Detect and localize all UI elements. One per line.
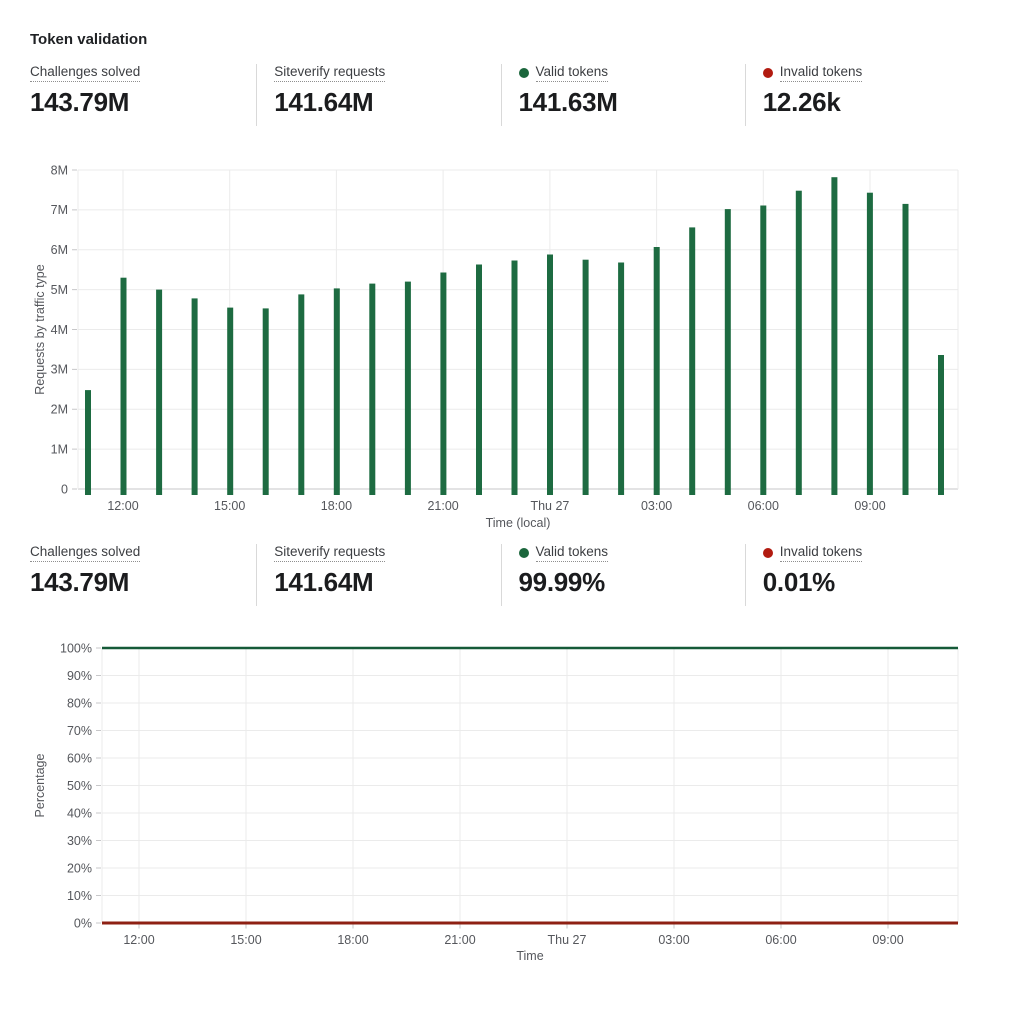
svg-text:21:00: 21:00 xyxy=(444,933,475,947)
svg-text:7M: 7M xyxy=(51,203,68,217)
traffic-bar xyxy=(724,209,731,495)
svg-text:30%: 30% xyxy=(67,834,92,848)
svg-text:2M: 2M xyxy=(51,403,68,417)
traffic-bar xyxy=(866,192,873,495)
stat-label[interactable]: Invalid tokens xyxy=(779,544,863,562)
traffic-bar xyxy=(689,227,696,495)
stat-value: 99.99% xyxy=(518,567,606,597)
stat-challenges-solved: Challenges solved 143.79M xyxy=(30,544,256,606)
traffic-bar xyxy=(440,272,447,495)
requests-by-traffic-type-bar-chart: 0 1M 2M 3M 4M 5M 6M 7M 8M 12:00 15:00 18:00 21:00 Thu… xyxy=(33,163,959,530)
stat-value: 12.26k xyxy=(762,87,841,117)
svg-text:Time: Time xyxy=(516,949,543,963)
traffic-bar xyxy=(653,247,660,495)
svg-text:50%: 50% xyxy=(67,779,92,793)
traffic-bar xyxy=(85,390,91,495)
traffic-bar xyxy=(120,277,127,495)
svg-text:5M: 5M xyxy=(51,283,68,297)
svg-text:Percentage: Percentage xyxy=(33,753,47,817)
svg-text:60%: 60% xyxy=(67,751,92,765)
stat-label[interactable]: Valid tokens xyxy=(535,544,609,562)
traffic-bar xyxy=(938,355,944,495)
stat-invalid-tokens: Invalid tokens 12.26k xyxy=(744,64,989,126)
svg-text:15:00: 15:00 xyxy=(230,933,261,947)
svg-text:15:00: 15:00 xyxy=(214,499,245,513)
svg-text:80%: 80% xyxy=(67,696,92,710)
stat-value: 143.79M xyxy=(30,567,130,597)
traffic-bar xyxy=(369,283,376,495)
stat-value: 141.63M xyxy=(518,87,618,117)
svg-text:70%: 70% xyxy=(67,724,92,738)
traffic-bar xyxy=(831,177,838,495)
svg-text:0%: 0% xyxy=(74,916,92,930)
svg-text:Requests by traffic type: Requests by traffic type xyxy=(33,264,47,394)
traffic-bar xyxy=(191,298,198,495)
valid-tokens-dot-icon xyxy=(518,68,529,78)
stats-row-counts: Challenges solved 143.79M Siteverify req… xyxy=(30,64,989,126)
traffic-bar xyxy=(262,308,269,495)
svg-text:10%: 10% xyxy=(67,889,92,903)
stat-siteverify-requests: Siteverify requests 141.64M xyxy=(256,64,500,126)
page-title: Token validation xyxy=(30,31,148,48)
svg-text:90%: 90% xyxy=(67,669,92,683)
svg-text:12:00: 12:00 xyxy=(107,499,138,513)
invalid-tokens-dot-icon xyxy=(762,68,773,78)
stat-challenges-solved: Challenges solved 143.79M xyxy=(30,64,256,126)
svg-text:Thu 27: Thu 27 xyxy=(548,933,587,947)
invalid-tokens-dot-icon xyxy=(762,548,773,558)
svg-text:09:00: 09:00 xyxy=(872,933,903,947)
stat-value: 141.64M xyxy=(274,567,374,597)
stat-label[interactable]: Valid tokens xyxy=(535,64,609,82)
svg-text:6M: 6M xyxy=(51,243,68,257)
stat-siteverify-requests: Siteverify requests 141.64M xyxy=(256,544,500,606)
traffic-bar xyxy=(476,264,482,495)
stat-label[interactable]: Siteverify requests xyxy=(274,64,386,82)
svg-text:12:00: 12:00 xyxy=(123,933,154,947)
traffic-bar xyxy=(582,259,589,495)
stat-value: 0.01% xyxy=(762,567,836,597)
stat-valid-tokens-percent: Valid tokens 99.99% xyxy=(500,544,745,606)
svg-text:1M: 1M xyxy=(51,442,68,456)
stat-valid-tokens: Valid tokens 141.63M xyxy=(500,64,745,126)
svg-text:Thu 27: Thu 27 xyxy=(530,499,569,513)
svg-text:3M: 3M xyxy=(51,363,68,377)
stats-row-percentages: Challenges solved 143.79M Siteverify req… xyxy=(30,544,989,606)
traffic-bar xyxy=(547,254,553,495)
percentage-line-chart: 0% 10% 20% 30% 40% 50% 60% 70% 80% 90% 100% 12:00 15… xyxy=(33,641,959,963)
traffic-bar xyxy=(618,262,625,495)
svg-text:06:00: 06:00 xyxy=(765,933,796,947)
traffic-bar xyxy=(404,281,411,495)
stat-label[interactable]: Challenges solved xyxy=(30,544,141,562)
stat-value: 143.79M xyxy=(30,87,130,117)
svg-text:09:00: 09:00 xyxy=(854,499,885,513)
stat-value: 141.64M xyxy=(274,87,374,117)
svg-text:03:00: 03:00 xyxy=(658,933,689,947)
stat-label[interactable]: Challenges solved xyxy=(30,64,141,82)
svg-text:8M: 8M xyxy=(51,163,68,177)
traffic-bar xyxy=(227,307,234,495)
svg-text:18:00: 18:00 xyxy=(321,499,352,513)
svg-text:20%: 20% xyxy=(67,861,92,875)
svg-text:21:00: 21:00 xyxy=(427,499,458,513)
stat-invalid-tokens-percent: Invalid tokens 0.01% xyxy=(744,544,989,606)
svg-text:100%: 100% xyxy=(60,641,92,655)
svg-text:4M: 4M xyxy=(51,323,68,337)
valid-tokens-dot-icon xyxy=(518,548,529,558)
svg-text:0: 0 xyxy=(61,482,68,496)
traffic-bar xyxy=(156,289,163,495)
svg-text:Time (local): Time (local) xyxy=(486,516,551,530)
traffic-bar xyxy=(902,203,909,495)
traffic-bar xyxy=(511,260,518,495)
svg-text:06:00: 06:00 xyxy=(748,499,779,513)
svg-text:03:00: 03:00 xyxy=(641,499,672,513)
traffic-bar xyxy=(333,288,340,495)
svg-text:18:00: 18:00 xyxy=(337,933,368,947)
svg-text:40%: 40% xyxy=(67,806,92,820)
stat-label[interactable]: Siteverify requests xyxy=(274,544,386,562)
traffic-bar xyxy=(795,190,802,495)
traffic-bar xyxy=(298,294,305,495)
stat-label[interactable]: Invalid tokens xyxy=(779,64,863,82)
traffic-bar xyxy=(760,205,767,495)
